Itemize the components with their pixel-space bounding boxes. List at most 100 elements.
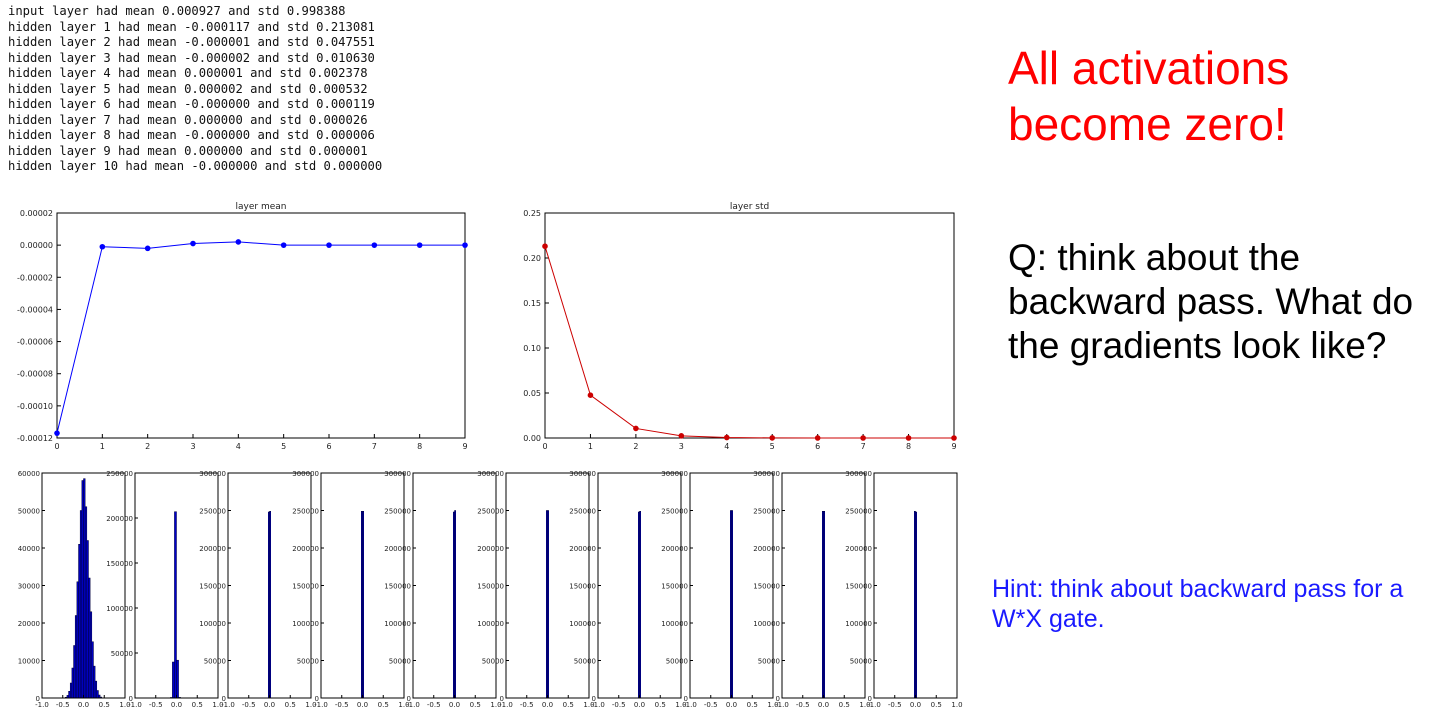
- activation-charts: layer mean0.000020.00000-0.00002-0.00004…: [17, 202, 963, 709]
- series-line: [544, 246, 955, 439]
- log-line: hidden layer 3 had mean -0.000002 and st…: [8, 50, 375, 65]
- x-tick-label: -1.0: [683, 701, 697, 709]
- y-tick-label: 0.05: [523, 389, 541, 398]
- x-tick-label: 0.0: [542, 701, 553, 709]
- x-tick-label: 6: [815, 442, 820, 451]
- y-tick-label: 150000: [199, 583, 226, 591]
- y-tick-label: 0: [684, 695, 688, 703]
- y-tick-label: 50000: [111, 650, 133, 658]
- y-tick-label: 250000: [569, 508, 596, 516]
- y-tick-label: 50000: [204, 658, 226, 666]
- y-tick-label: 300000: [477, 470, 504, 478]
- y-tick-label: 40000: [18, 545, 40, 553]
- log-line: hidden layer 6 had mean -0.000000 and st…: [8, 97, 375, 111]
- y-tick-label: 0: [592, 695, 596, 703]
- y-tick-label: 0: [776, 695, 780, 703]
- y-tick-label: 150000: [753, 583, 780, 591]
- histogram-layer-2: 0 50000 100000 150000 200000 250000 -1.0 -0.5 0.…: [106, 470, 223, 709]
- y-tick-label: 0.20: [523, 254, 541, 263]
- y-tick-label: 250000: [845, 508, 872, 516]
- histogram-layer-8: 0 50000 100000 150000 200000 250000 300000 -1.0…: [661, 470, 778, 709]
- y-tick-label: 300000: [569, 470, 596, 478]
- y-tick-label: 0: [315, 695, 319, 703]
- y-tick-label: 150000: [384, 583, 411, 591]
- y-tick-label: 150000: [106, 560, 133, 568]
- x-tick-label: 0.5: [931, 701, 942, 709]
- x-tick-label: 0.5: [470, 701, 481, 709]
- data-point: [587, 392, 594, 399]
- y-tick-label: 100000: [753, 620, 780, 628]
- x-tick-label: 0.5: [655, 701, 666, 709]
- layer-mean-chart: layer mean 0.00002 0.00000 -0.00002 -0.00004…: [17, 202, 468, 451]
- x-tick-label: 1: [100, 442, 105, 451]
- y-tick-label: 100000: [106, 605, 133, 613]
- x-tick-label: -1.0: [35, 701, 49, 709]
- data-point: [542, 243, 548, 250]
- x-tick-label: -1.0: [221, 701, 235, 709]
- series-line: [56, 241, 465, 434]
- histogram-bar: [269, 511, 271, 699]
- x-tick-label: 1.0: [212, 701, 223, 709]
- x-tick-label: 8: [417, 442, 422, 451]
- plot-frame: [56, 212, 466, 439]
- x-tick-label: -0.5: [704, 701, 718, 709]
- x-tick-label: 7: [372, 442, 377, 451]
- x-tick-label: -0.5: [796, 701, 810, 709]
- y-tick-label: 300000: [845, 470, 872, 478]
- y-tick-label: 100000: [384, 620, 411, 628]
- x-tick-label: 1.0: [951, 701, 962, 709]
- x-tick-label: -0.5: [149, 701, 163, 709]
- y-tick-label: 250000: [199, 508, 226, 516]
- x-tick-label: 1.0: [305, 701, 316, 709]
- x-tick-label: 3: [190, 442, 195, 451]
- y-tick-label: 200000: [477, 545, 504, 553]
- x-tick-label: 0.0: [449, 701, 460, 709]
- y-tick-label: 20000: [18, 620, 40, 628]
- x-tick-label: 1.0: [398, 701, 409, 709]
- y-tick-label: -0.00008: [17, 370, 53, 379]
- y-tick-label: -0.00006: [17, 338, 53, 347]
- y-tick-label: -0.00004: [17, 305, 53, 314]
- data-point: [280, 242, 287, 248]
- data-point: [769, 435, 776, 441]
- y-tick-label: 50000: [666, 658, 688, 666]
- histogram-layer-9: 0 50000 100000 150000 200000 250000 300000 -1.0…: [753, 470, 870, 709]
- chart-title: layer mean: [236, 202, 287, 212]
- data-point: [860, 435, 866, 441]
- y-tick-label: 100000: [661, 620, 688, 628]
- x-tick-label: 0: [542, 442, 547, 451]
- x-tick-label: 0.0: [910, 701, 921, 709]
- y-tick-label: 60000: [18, 470, 40, 478]
- y-tick-label: -0.00012: [17, 434, 53, 443]
- x-tick-label: -1.0: [867, 701, 881, 709]
- log-line: input layer had mean 0.000927 and std 0.…: [8, 4, 346, 18]
- x-tick-label: 1.0: [490, 701, 501, 709]
- x-tick-label: 0.0: [634, 701, 645, 709]
- data-point: [416, 242, 423, 248]
- y-tick-label: 300000: [199, 470, 226, 478]
- y-tick-label: 0: [129, 695, 133, 703]
- data-point: [814, 435, 821, 441]
- y-tick-label: 150000: [477, 583, 504, 591]
- x-tick-label: 7: [861, 442, 866, 451]
- x-tick-label: -0.5: [888, 701, 902, 709]
- y-tick-label: 150000: [845, 583, 872, 591]
- histogram-bar: [454, 510, 456, 699]
- x-tick-label: -1.0: [775, 701, 789, 709]
- x-tick-label: 5: [770, 442, 775, 451]
- x-tick-label: 1.0: [119, 701, 130, 709]
- x-tick-label: 0.0: [726, 701, 737, 709]
- y-tick-label: 50000: [758, 658, 780, 666]
- y-tick-label: -0.00010: [17, 402, 53, 411]
- data-point: [723, 434, 730, 441]
- histogram-layer-1: 0 10000 20000 30000 40000 50000 60000 -1.0 -0.5 0…: [18, 470, 131, 709]
- x-tick-label: 6: [326, 442, 331, 451]
- y-tick-label: 250000: [292, 508, 319, 516]
- x-tick-label: 9: [951, 442, 956, 451]
- histogram-bar: [176, 659, 179, 699]
- y-tick-label: 50000: [389, 658, 411, 666]
- y-tick-label: 200000: [199, 545, 226, 553]
- histogram-bar: [639, 511, 641, 699]
- x-tick-label: 0.0: [78, 701, 89, 709]
- layer-stats-log: input layer had mean 0.000927 and std 0.…: [8, 4, 382, 175]
